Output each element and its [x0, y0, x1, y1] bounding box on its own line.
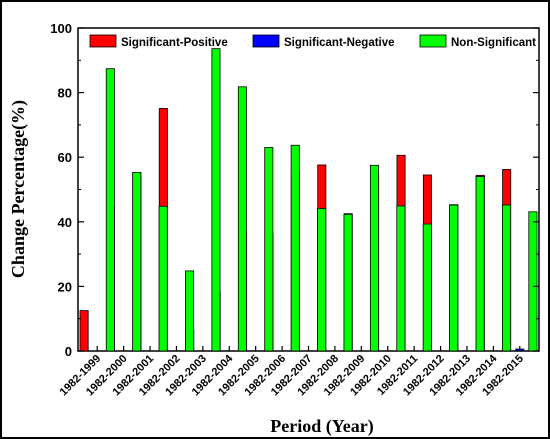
legend-label: Significant-Negative [284, 37, 395, 49]
legend-swatch-non-significant [419, 34, 447, 48]
legend-swatch-significant-positive [89, 34, 117, 48]
y-tick-label: 100 [50, 21, 72, 36]
legend-label: Significant-Positive [121, 37, 228, 49]
bar-non-significant-1982-2012 [449, 204, 459, 352]
bar-non-significant-1982-2009 [369, 164, 379, 352]
bar-non-significant-1982-2002 [185, 270, 195, 352]
y-axis-title: Change Percentage(%) [8, 100, 29, 278]
bar-non-significant-1982-2003 [211, 48, 221, 352]
bar-non-significant-1982-2007 [317, 208, 327, 352]
bar-non-significant-1982-1999 [105, 68, 115, 352]
bar-significant-positive-1982-1999 [79, 310, 89, 352]
y-tick-label: 40 [58, 215, 72, 230]
bar-non-significant-1982-2015 [528, 211, 538, 352]
x-axis-title: Period (Year) [270, 416, 373, 437]
legend-swatch-significant-negative [252, 34, 280, 48]
bar-non-significant-1982-2000 [132, 171, 142, 352]
y-tick-label: 60 [58, 150, 72, 165]
y-tick-label: 20 [58, 279, 72, 294]
bar-non-significant-1982-2014 [501, 204, 511, 352]
y-tick-label: 80 [58, 86, 72, 101]
legend-label: Non-Significant [451, 37, 536, 49]
bar-non-significant-1982-2011 [422, 223, 432, 352]
bar-non-significant-1982-2001 [158, 205, 168, 352]
bar-non-significant-1982-2008 [343, 213, 353, 352]
bar-non-significant-1982-2006 [290, 144, 300, 352]
y-tick-label: 0 [65, 344, 72, 359]
bar-non-significant-1982-2005 [264, 147, 274, 352]
bar-non-significant-1982-2004 [237, 86, 247, 352]
bar-non-significant-1982-2010 [396, 205, 406, 352]
plot-area [77, 27, 540, 352]
bar-non-significant-1982-2013 [475, 176, 485, 352]
